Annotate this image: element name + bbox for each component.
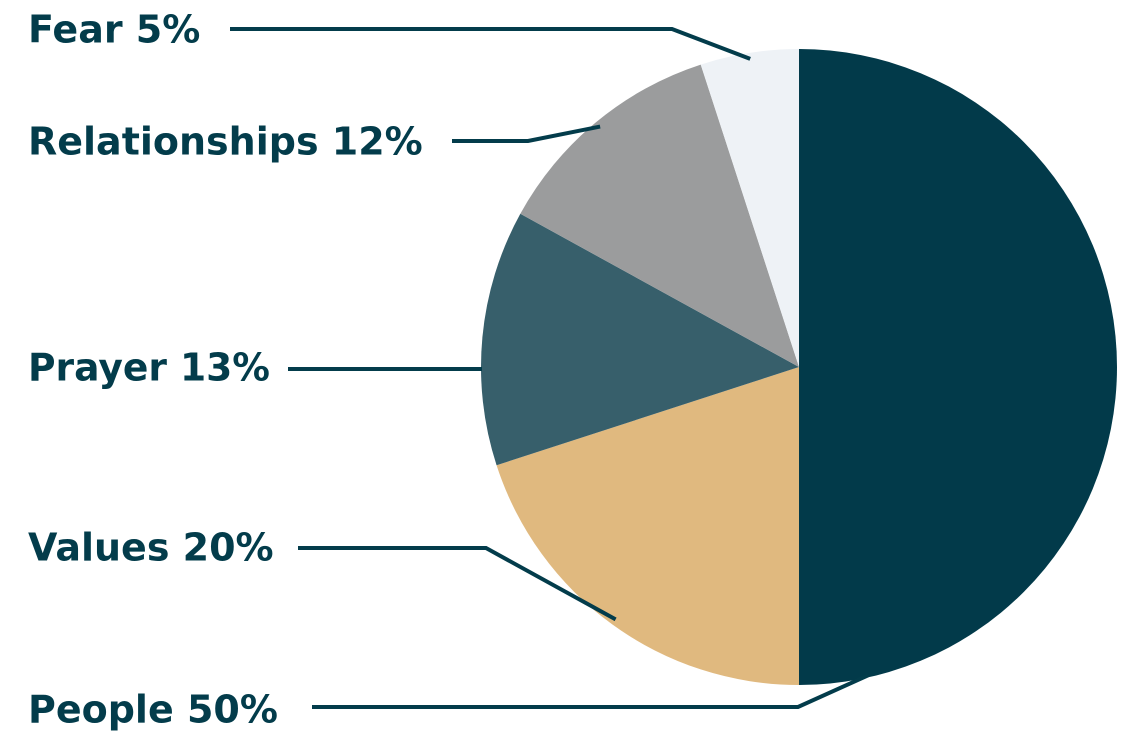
pie-slice-people xyxy=(799,49,1117,685)
leader-line-relationships xyxy=(452,124,601,143)
slice-label-values: Values 20% xyxy=(28,526,274,570)
slice-label-people: People 50% xyxy=(28,688,278,732)
pie-slice-values xyxy=(496,367,799,685)
leader-line-people xyxy=(312,673,869,709)
pie-slices xyxy=(480,49,1117,685)
slice-label-prayer: Prayer 13% xyxy=(28,346,270,390)
pie-slice-prayer xyxy=(480,213,799,466)
slice-label-fear: Fear 5% xyxy=(28,8,200,52)
pie-slice-fear xyxy=(700,49,799,367)
pie-slice-relationships xyxy=(520,64,799,367)
slice-labels: People 50% Values 20% Prayer 13% Relationsh… xyxy=(28,8,423,732)
slice-label-relationships: Relationships 12% xyxy=(28,120,423,164)
leader-line-fear xyxy=(230,27,751,61)
leader-line-values xyxy=(298,546,617,622)
leader-lines xyxy=(230,27,869,709)
